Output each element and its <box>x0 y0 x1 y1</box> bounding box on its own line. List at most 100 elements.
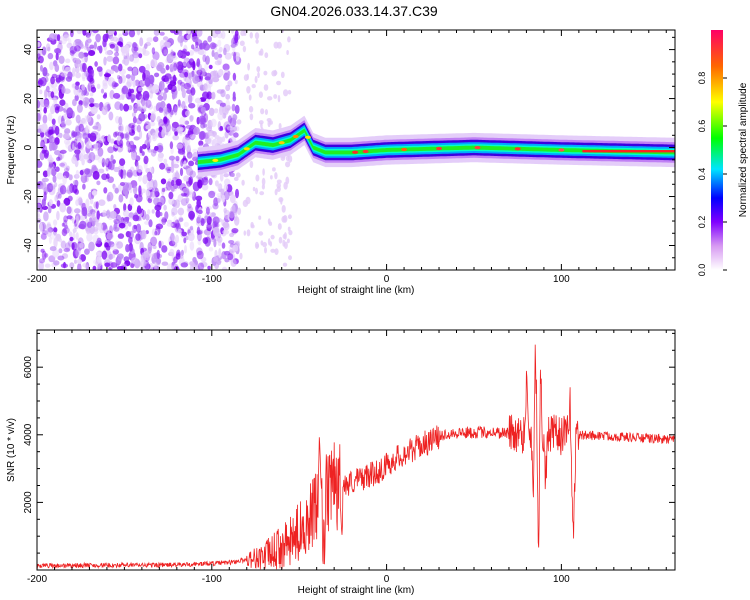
heatmap-noise-blob <box>54 194 59 203</box>
heatmap-noise-blob <box>282 262 288 267</box>
heatmap-noise-blob <box>169 248 175 257</box>
heatmap-noise-blob <box>192 191 197 202</box>
heatmap-noise-blob <box>66 107 74 118</box>
heatmap-noise-blob <box>96 265 101 270</box>
heatmap-noise-blob <box>229 232 235 238</box>
heatmap-noise-blob <box>89 77 95 84</box>
heatmap-noise-blob <box>64 128 71 135</box>
heatmap-noise-blob <box>168 155 176 161</box>
heatmap-noise-blob <box>170 232 175 242</box>
heatmap-noise-blob <box>129 197 134 206</box>
heatmap-noise-blob <box>122 209 130 217</box>
heatmap-noise-blob <box>177 51 183 57</box>
heatmap-noise-blob <box>215 217 222 223</box>
heatmap-noise-blob <box>172 235 176 245</box>
heatmap-noise-blob <box>95 201 99 210</box>
heatmap-noise-blob <box>277 94 281 103</box>
heatmap-noise-blob <box>258 120 264 125</box>
heatmap-noise-blob <box>246 86 251 94</box>
heatmap-noise-blob <box>91 216 97 222</box>
heatmap-noise-blob <box>206 91 213 100</box>
heatmap-noise-blob <box>88 50 96 56</box>
heatmap-noise-blob <box>162 36 169 41</box>
heatmap-noise-blob <box>89 103 95 108</box>
heatmap-noise-blob <box>231 204 236 213</box>
heatmap-noise-blob <box>59 185 67 195</box>
heatmap-noise-blob <box>218 46 223 53</box>
heatmap-noise-blob <box>57 255 65 261</box>
heatmap-noise-blob <box>189 170 196 178</box>
heatmap-noise-blob <box>113 166 120 173</box>
heatmap-noise-blob <box>182 126 187 136</box>
heatmap-noise-blob <box>94 142 99 152</box>
heatmap-noise-blob <box>50 168 57 177</box>
heatmap-noise-blob <box>255 243 260 248</box>
snr-panel: -200 -100 0 100 2000 4000 6000 Height of strai… <box>6 329 676 596</box>
heatmap-noise-blob <box>40 248 45 253</box>
heatmap-noise-blob <box>56 34 61 42</box>
heatmap-noise-blob <box>232 203 238 214</box>
spectrogram-x-axis-label: Height of straight line (km) <box>298 285 415 296</box>
heatmap-noise-blob <box>122 170 127 179</box>
heatmap-noise-blob <box>169 109 175 116</box>
heatmap-noise-blob <box>40 180 47 190</box>
heatmap-noise-blob <box>92 125 99 130</box>
heatmap-noise-blob <box>73 138 78 148</box>
heatmap-noise-blob <box>145 99 152 109</box>
heatmap-noise-blob <box>119 158 126 167</box>
heatmap-noise-blob <box>54 125 60 136</box>
heatmap-noise-blob <box>192 148 198 154</box>
heatmap-noise-blob <box>233 132 239 138</box>
heatmap-noise-blob <box>270 175 273 180</box>
heatmap-noise-blob <box>173 92 177 99</box>
heatmap-noise-blob <box>164 163 169 171</box>
heatmap-noise-blob <box>180 249 184 256</box>
heatmap-noise-blob <box>127 105 133 111</box>
heatmap-noise-blob <box>263 70 268 76</box>
heatmap-noise-blob <box>158 80 165 91</box>
heatmap-noise-blob <box>198 63 202 73</box>
heatmap-noise-blob <box>276 41 282 49</box>
heatmap-noise-blob <box>81 91 85 96</box>
heatmap-noise-blob <box>197 49 205 55</box>
heatmap-noise-blob <box>158 107 164 113</box>
heatmap-noise-blob <box>172 134 179 141</box>
heatmap-noise-blob <box>98 137 106 143</box>
heatmap-noise-blob <box>96 251 101 256</box>
heatmap-hot-spot <box>436 146 442 151</box>
heatmap-noise-blob <box>103 187 108 194</box>
colorbar-tick-label: 0.4 <box>697 168 707 181</box>
heatmap-noise-blob <box>82 62 87 73</box>
heatmap-noise-blob <box>232 244 239 252</box>
heatmap-noise-blob <box>119 103 124 111</box>
heatmap-noise-blob <box>186 34 191 40</box>
heatmap-noise-blob <box>114 220 118 230</box>
heatmap-noise-blob <box>149 90 154 99</box>
heatmap-noise-blob <box>37 211 40 218</box>
heatmap-noise-blob <box>39 222 43 233</box>
heatmap-noise-blob <box>188 94 193 104</box>
heatmap-noise-blob <box>38 111 42 122</box>
heatmap-hot-spot <box>278 141 285 145</box>
heatmap-noise-blob <box>136 124 141 133</box>
heatmap-noise-blob <box>210 238 215 243</box>
heatmap-noise-blob <box>78 51 85 59</box>
heatmap-noise-blob <box>157 61 165 70</box>
heatmap-noise-blob <box>85 39 89 49</box>
snr-frame <box>36 329 676 571</box>
heatmap-noise-blob <box>88 191 93 200</box>
heatmap-noise-blob <box>220 89 226 98</box>
heatmap-hot-spot <box>243 147 250 151</box>
heatmap-noise-blob <box>242 45 247 53</box>
heatmap-noise-blob <box>109 138 115 144</box>
heatmap-noise-blob <box>125 131 130 141</box>
snr-x-tick-label: 100 <box>553 574 570 585</box>
heatmap-noise-blob <box>173 163 180 169</box>
heatmap-noise-blob <box>74 189 79 195</box>
heatmap-noise-blob <box>155 210 161 218</box>
heatmap-noise-blob <box>37 112 41 122</box>
heatmap-noise-blob <box>119 182 126 186</box>
heatmap-noise-blob <box>77 262 82 270</box>
heatmap-noise-blob <box>119 139 124 149</box>
heatmap-noise-blob <box>84 53 88 63</box>
